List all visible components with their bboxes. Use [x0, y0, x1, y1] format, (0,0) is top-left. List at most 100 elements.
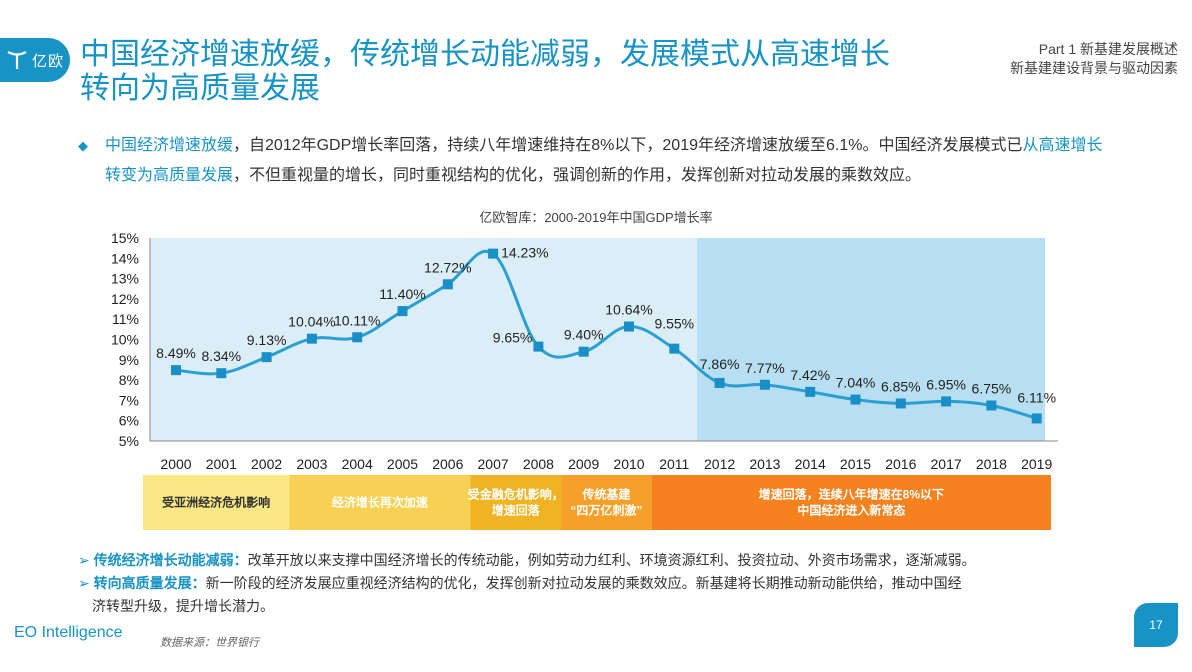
data-label: 7.04%: [836, 375, 876, 391]
part-label: Part 1 新基建发展概述: [1038, 41, 1178, 57]
arrow-bullet-icon: ➢: [78, 552, 94, 568]
title-line-1: 中国经济增速放缓，传统增长动能减弱，发展模式从高速增长: [80, 38, 890, 71]
data-point: [941, 396, 952, 407]
x-tick-label: 2019: [1021, 456, 1052, 472]
data-label: 9.65%: [493, 330, 533, 346]
data-point: [1031, 413, 1042, 424]
x-tick-label: 2010: [613, 456, 644, 472]
x-tick-label: 2001: [206, 456, 237, 472]
period-label: 受亚洲经济危机影响: [162, 495, 270, 510]
section-label: Part 1 新基建发展概述 新基建建设背景与驱动因素: [1010, 40, 1178, 78]
x-tick-label: 2002: [251, 456, 282, 472]
data-point: [669, 343, 680, 354]
intro-text: 中国经济增速放缓，自2012年GDP增长率回落，持续八年增速维持在8%以下，20…: [105, 131, 1118, 191]
x-tick-label: 2012: [704, 456, 735, 472]
data-label: 6.95%: [926, 376, 966, 392]
note-1-key: 传统经济增长动能减弱：: [93, 552, 248, 568]
period-box-5: [651, 475, 1051, 530]
data-point: [488, 248, 499, 259]
arrow-bullet-icon: ➢: [78, 575, 94, 591]
note-2-text: 新一阶段的经济发展应重视经济结构的优化，发挥创新对拉动发展的乘数效应。新基建将长…: [205, 575, 962, 591]
diamond-bullet-icon: ◆: [78, 138, 88, 153]
data-label: 7.77%: [745, 360, 785, 376]
plot-background-2: [696, 238, 1045, 441]
x-tick-label: 2005: [387, 456, 418, 472]
data-point: [352, 332, 363, 343]
gdp-growth-chart: 5% 6% 7% 8% 9% 10% 11% 12% 13% 14% 15% 2000 2001 2002…: [111, 230, 1058, 530]
intro-text-2: ，不但重视量的增长，同时重视结构的优化，强调创新的作用，发挥创新对拉动发展的乘数…: [233, 167, 922, 184]
intro-text-1: ，自2012年GDP增长率回落，持续八年增速维持在8%以下，2019年经济增速放…: [233, 137, 1023, 154]
section-subtitle: 新基建建设背景与驱动因素: [1010, 60, 1178, 76]
period-label: 增速回落，连续八年增速在8%以下: [759, 487, 944, 502]
y-tick-label: 6%: [119, 413, 139, 429]
y-tick-label: 10%: [111, 332, 139, 348]
note-2-continued: 济转型升级，提升增长潜力。: [92, 598, 274, 614]
data-point: [895, 398, 906, 409]
period-label: 受金融危机影响，: [468, 487, 564, 502]
data-label: 7.86%: [700, 356, 740, 372]
data-label: 6.85%: [881, 378, 921, 394]
data-label: 8.49%: [156, 345, 196, 361]
period-box-2: [289, 475, 471, 530]
data-label: 8.34%: [201, 348, 241, 364]
period-box-3: [470, 475, 562, 530]
data-point: [759, 379, 770, 390]
title-line-2: 转向为高质量发展: [80, 72, 320, 105]
data-label: 12.72%: [424, 259, 471, 275]
note-2: ➢ 转向高质量发展：新一阶段的经济发展应重视经济结构的优化，发挥创新对拉动发展的…: [78, 572, 1058, 595]
period-label: 增速回落: [492, 503, 541, 518]
y-tick-label: 12%: [111, 291, 139, 307]
data-point: [306, 333, 317, 344]
y-tick-label: 14%: [111, 250, 139, 266]
data-label: 9.55%: [654, 316, 694, 332]
data-point: [533, 341, 544, 352]
data-label: 14.23%: [501, 245, 548, 261]
data-label: 10.11%: [334, 312, 380, 328]
data-label: 9.40%: [564, 327, 604, 343]
data-label: 11.40%: [379, 286, 425, 302]
note-2-key: 转向高质量发展：: [93, 575, 206, 591]
data-point: [850, 394, 861, 405]
logo-text: 亿欧: [32, 52, 65, 70]
page-number: 17: [1134, 603, 1178, 647]
series-line: [175, 249, 1038, 420]
period-label: 中国经济进入新常态: [797, 503, 905, 518]
y-tick-label: 5%: [119, 433, 139, 449]
x-tick-label: 2000: [160, 456, 191, 472]
intro-highlight-1: 中国经济增速放缓: [105, 137, 234, 154]
x-tick-label: 2004: [342, 456, 373, 472]
data-label: 10.64%: [605, 302, 652, 318]
page-title: 中国经济增速放缓，传统增长动能减弱，发展模式从高速增长 转向为高质量发展: [80, 38, 920, 106]
note-1: ➢ 传统经济增长动能减弱：改革开放以来支撑中国经济增长的传统动能，例如劳动力红利…: [78, 549, 1058, 572]
y-tick-label: 9%: [119, 352, 139, 368]
data-point: [805, 386, 816, 397]
data-point: [714, 377, 725, 388]
x-tick-label: 2011: [659, 456, 689, 472]
x-tick-label: 2006: [432, 456, 463, 472]
data-label: 6.11%: [1017, 389, 1056, 405]
x-tick-label: 2015: [840, 456, 871, 472]
y-tick-label: 11%: [112, 311, 139, 327]
period-label: 传统基建: [581, 487, 631, 502]
x-tick-label: 2003: [296, 456, 327, 472]
y-tick-label: 13%: [111, 271, 139, 287]
y-tick-label: 15%: [111, 230, 139, 246]
data-label: 10.04%: [288, 314, 335, 330]
data-point: [442, 279, 453, 290]
logo: 亿欧: [0, 38, 70, 82]
chart-title: 亿欧智库：2000-2019年中国GDP增长率: [479, 210, 713, 225]
note-1-text: 改革开放以来支撑中国经济增长的传统动能，例如劳动力红利、环境资源红利、投资拉动、…: [247, 552, 976, 568]
logo-icon: [7, 51, 27, 69]
data-label: 7.42%: [790, 367, 830, 383]
data-label: 9.13%: [247, 332, 287, 348]
x-tick-label: 2009: [568, 456, 599, 472]
x-tick-label: 2018: [976, 456, 1007, 472]
data-point: [171, 365, 181, 376]
footer-brand: EO Intelligence: [14, 624, 123, 641]
period-box-4: [561, 475, 652, 530]
period-label: “四万亿刺激”: [570, 503, 642, 518]
period-label: 经济增长再次加速: [332, 495, 428, 510]
x-tick-label: 2016: [885, 456, 916, 472]
intro-paragraph: ◆ 中国经济增速放缓，自2012年GDP增长率回落，持续八年增速维持在8%以下，…: [78, 131, 1118, 191]
data-point: [986, 400, 997, 411]
